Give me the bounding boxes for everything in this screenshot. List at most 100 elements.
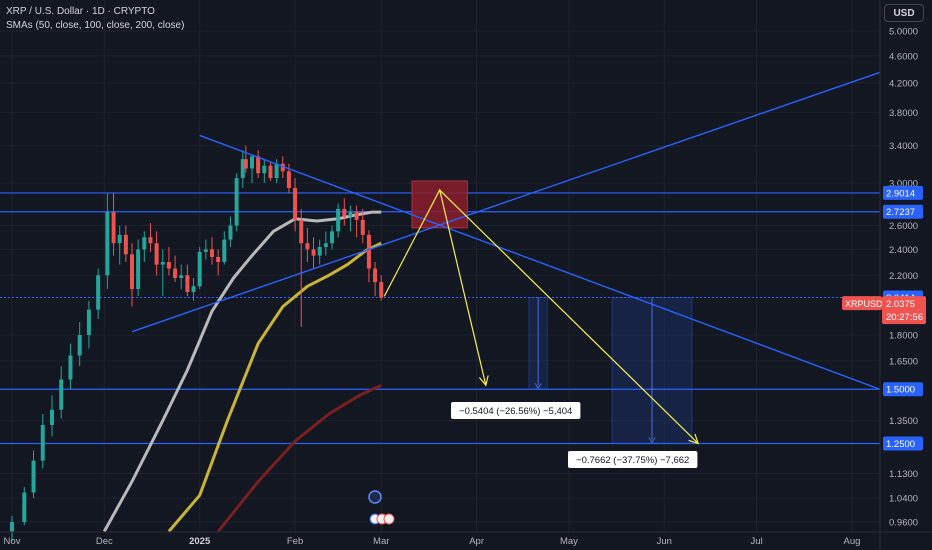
candle-body-46 (323, 243, 328, 247)
flag-icon-3[interactable] (383, 513, 395, 525)
candle-body-19 (160, 262, 165, 265)
x-tick-2: 2025 (189, 536, 211, 547)
candle-body-47 (330, 231, 334, 244)
candle-body-32 (240, 159, 245, 179)
candle-body-41 (293, 187, 298, 220)
ticker-countdown: 20:27:56 (886, 312, 923, 323)
candle-body-1 (22, 492, 27, 522)
candle-body-2 (31, 460, 36, 493)
event-markers[interactable] (368, 490, 395, 525)
x-tick-8: Jul (751, 536, 763, 547)
candle-body-18 (154, 243, 159, 265)
candle-body-54 (373, 268, 378, 283)
measure-label-1: −0.7662 (−37.75%) −7,662 (576, 455, 689, 466)
y-tick-5: 3.0000 (889, 178, 918, 189)
arrow-head-1 (688, 433, 700, 445)
target-zone[interactable] (411, 180, 468, 229)
candle-body-34 (250, 156, 254, 169)
candle-body-36 (262, 165, 267, 174)
arrow-head-0 (478, 375, 489, 387)
x-tick-7: Jun (657, 536, 672, 547)
y-tick-2: 4.2000 (889, 78, 918, 89)
y-tick-9: 1.8000 (889, 330, 918, 341)
candle-body-37 (268, 165, 273, 179)
projection-arrows[interactable] (383, 188, 700, 445)
candle-body-9 (96, 275, 101, 310)
x-tick-0: Nov (4, 536, 21, 547)
candle-body-31 (234, 178, 239, 226)
candle-body-53 (366, 234, 371, 269)
candle-body-29 (222, 239, 227, 263)
target-box[interactable] (411, 180, 468, 229)
measure-head-1 (648, 437, 656, 444)
ticker-symbol: XRPUSD (845, 299, 883, 309)
price-tag-box-4 (883, 436, 923, 451)
measure-labels: −0.5404 (−26.56%) −5,404 −0.7662 (−37.75%… (451, 402, 698, 468)
measure-head-0 (534, 382, 542, 390)
candle-body-11 (111, 212, 116, 244)
y-tick-12: 1.3500 (889, 416, 918, 427)
candle-body-50 (348, 212, 353, 217)
indicator-legend[interactable]: SMAs (50, close, 100, close, 200, close) (6, 20, 185, 31)
x-tick-1: Dec (96, 536, 113, 547)
chart-title: XRP / U.S. Dollar · 1D · CRYPTO (6, 6, 155, 17)
x-tick-6: May (560, 536, 578, 547)
candle-body-13 (123, 234, 128, 255)
candle-body-25 (197, 251, 202, 287)
y-tick-7: 2.4000 (889, 245, 918, 256)
trendline-0[interactable] (199, 134, 880, 390)
candle-body-23 (185, 275, 190, 292)
currency-button[interactable]: USD (884, 4, 924, 22)
candle-body-20 (166, 262, 171, 269)
ticker-price-box (882, 296, 926, 325)
horizontal-levels[interactable] (0, 192, 880, 445)
candle-body-39 (280, 163, 285, 172)
measure-label-box-1 (568, 451, 698, 468)
candle-body-4 (50, 409, 54, 426)
price-tag-box-3 (883, 382, 923, 397)
y-tick-6: 2.6000 (889, 221, 918, 232)
x-tick-5: Apr (469, 536, 484, 547)
candle-body-7 (77, 334, 82, 356)
candle-body-24 (191, 286, 196, 292)
y-tick-14: 1.1300 (889, 469, 918, 480)
price-tag-0: 2.9014 (886, 188, 915, 199)
candle-body-6 (68, 355, 73, 380)
measure-zones[interactable] (528, 297, 693, 444)
price-tag-3: 1.5000 (886, 385, 915, 396)
candle-body-45 (317, 246, 322, 256)
price-tags: 2.90142.72372.04141.50001.2500XRPUSD2.03… (842, 185, 926, 451)
candle-body-21 (173, 268, 178, 278)
candle-body-10 (105, 212, 110, 276)
measure-label-box-0 (451, 402, 581, 419)
y-tick-8: 2.2000 (889, 271, 918, 282)
sma200-line (217, 383, 382, 533)
candle-body-38 (274, 163, 279, 179)
price-tag-box-0 (883, 185, 923, 200)
price-axis-bg (880, 0, 932, 550)
ticker-symbol-box (842, 296, 882, 311)
candle-body-33 (243, 159, 248, 169)
event-icon-a[interactable] (368, 490, 382, 504)
y-tick-4: 3.4000 (889, 141, 918, 152)
candle-body-30 (228, 225, 233, 240)
candle-body-3 (40, 425, 45, 461)
ticker-price: 2.0375 (886, 299, 915, 310)
candle-body-51 (354, 212, 359, 220)
y-tick-3: 3.8000 (889, 108, 918, 119)
trendline-1[interactable] (131, 71, 880, 333)
y-tick-10: 1.6500 (889, 356, 918, 367)
candle-body-28 (216, 256, 221, 263)
price-tag-box-1 (883, 204, 923, 219)
sma50-line (167, 241, 382, 533)
candle-body-52 (360, 219, 365, 235)
x-tick-3: Feb (287, 536, 303, 547)
candle-body-12 (117, 234, 122, 244)
candle-body-14 (130, 254, 134, 290)
price-tag-1: 2.7237 (886, 207, 915, 218)
trendlines[interactable] (131, 71, 880, 390)
candle-body-27 (210, 249, 214, 257)
candle-body-49 (342, 208, 347, 217)
arrow-path-1[interactable] (439, 189, 699, 444)
